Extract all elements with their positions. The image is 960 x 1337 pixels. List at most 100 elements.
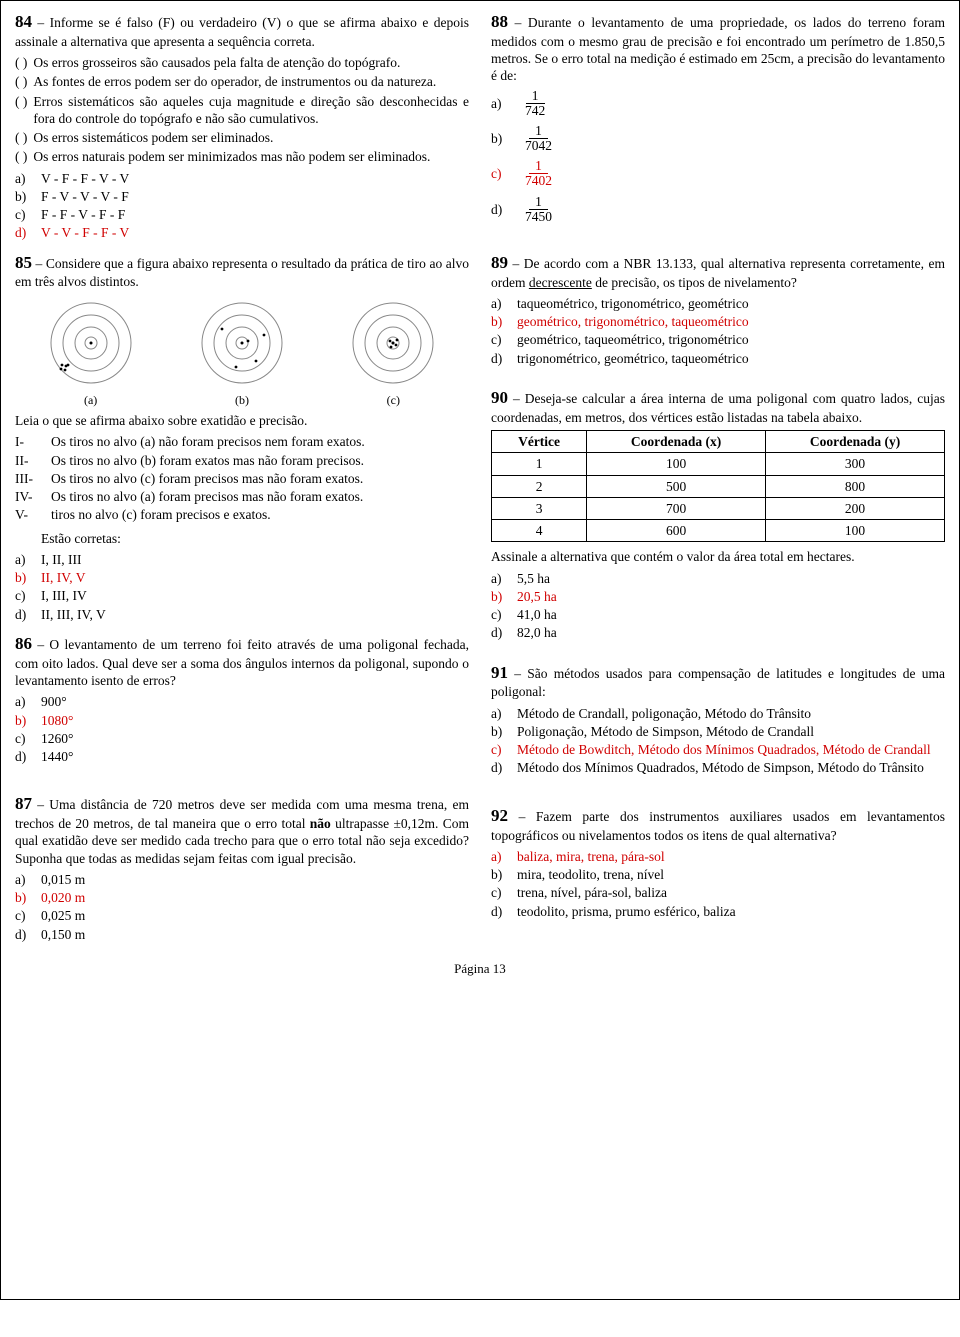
- q85-intro: 85 – Considere que a figura abaixo repre…: [15, 252, 469, 291]
- q86-intro: 86 – O levantamento de um terreno foi fe…: [15, 633, 469, 689]
- q90-option: a)5,5 ha: [491, 570, 945, 587]
- q89-option: d)trigonométrico, geométrico, taqueométr…: [491, 350, 945, 367]
- table-row: 3700200: [492, 497, 945, 519]
- q90-option-correct: b)20,5 ha: [491, 588, 945, 605]
- target-c-svg: [347, 297, 439, 389]
- q87-number: 87: [15, 794, 32, 813]
- q89-options: a)taqueométrico, trigonométrico, geométr…: [491, 295, 945, 367]
- q85-number: 85: [15, 253, 32, 272]
- q88-options: a) 1742 b) 17042 c) 17402 d) 17450: [491, 89, 945, 224]
- q85-romans: I-Os tiros no alvo (a) não foram preciso…: [15, 433, 469, 523]
- q85-option-correct: b)II, IV, V: [15, 569, 469, 586]
- target-a-svg: [45, 297, 137, 389]
- q89-number: 89: [491, 253, 508, 272]
- q90-table: Vértice Coordenada (x) Coordenada (y) 11…: [491, 430, 945, 542]
- q87-option-correct: b)0,020 m: [15, 889, 469, 906]
- table-header: Coordenada (x): [587, 431, 766, 453]
- q85-option: c)I, III, IV: [15, 587, 469, 604]
- q84-option: c)F - F - V - F - F: [15, 206, 469, 223]
- q85-roman: IV-Os tiros no alvo (a) foram precisos m…: [15, 488, 469, 505]
- table-header-row: Vértice Coordenada (x) Coordenada (y): [492, 431, 945, 453]
- q90-post: Assinale a alternativa que contém o valo…: [491, 548, 945, 565]
- q86-option: a)900°: [15, 693, 469, 710]
- q85-roman: III-Os tiros no alvo (c) foram precisos …: [15, 470, 469, 487]
- q91-intro: 91 – São métodos usados para compensação…: [491, 662, 945, 701]
- q92-option: d)teodolito, prisma, prumo esférico, bal…: [491, 903, 945, 920]
- target-c: (c): [347, 297, 439, 408]
- target-a: (a): [45, 297, 137, 408]
- q90-options: a)5,5 ha b)20,5 ha c)41,0 ha d)82,0 ha: [491, 570, 945, 642]
- q90-number: 90: [491, 388, 508, 407]
- q91-option-correct: c)Método de Bowditch, Método dos Mínimos…: [491, 741, 945, 758]
- q85-sub: Estão corretas:: [41, 530, 469, 547]
- table-row: 4600100: [492, 520, 945, 542]
- q88-option: d) 17450: [491, 195, 945, 224]
- q84-option: a)V - F - F - V - V: [15, 170, 469, 187]
- q89-option: c)geométrico, taqueométrico, trigonométr…: [491, 331, 945, 348]
- q92-option: b)mira, teodolito, trena, nível: [491, 866, 945, 883]
- q89-option: a)taqueométrico, trigonométrico, geométr…: [491, 295, 945, 312]
- q88-option: a) 1742: [491, 89, 945, 118]
- two-columns: 84 – Informe se é falso (F) ou verdadeir…: [15, 11, 945, 953]
- q91-option: a)Método de Crandall, poligonação, Métod…: [491, 705, 945, 722]
- q84-stmt: ( )Erros sistemáticos são aqueles cuja m…: [15, 93, 469, 128]
- q85-roman: II-Os tiros no alvo (b) foram exatos mas…: [15, 452, 469, 469]
- q88-option-correct: c) 17402: [491, 159, 945, 188]
- q91-option: d)Método dos Mínimos Quadrados, Método d…: [491, 759, 945, 776]
- q92-options: a)baliza, mira, trena, pára-sol b)mira, …: [491, 848, 945, 920]
- q87-intro: 87 – Uma distância de 720 metros deve se…: [15, 793, 469, 867]
- left-column: 84 – Informe se é falso (F) ou verdadeir…: [15, 11, 469, 953]
- q88-option: b) 17042: [491, 124, 945, 153]
- q85-figure: (a) (b) (c): [15, 297, 469, 408]
- q84-stmt: ( )As fontes de erros podem ser do opera…: [15, 73, 469, 90]
- q90-option: c)41,0 ha: [491, 606, 945, 623]
- q84-statements: ( )Os erros grosseiros são causados pela…: [15, 54, 469, 166]
- q84-options: a)V - F - F - V - V b)F - V - V - V - F …: [15, 170, 469, 242]
- q85-options: a)I, II, III b)II, IV, V c)I, III, IV d)…: [15, 551, 469, 623]
- q91-number: 91: [491, 663, 508, 682]
- table-row: 1100300: [492, 453, 945, 475]
- q91-option: b)Poligonação, Método de Simpson, Método…: [491, 723, 945, 740]
- target-b: (b): [196, 297, 288, 408]
- page-frame: 84 – Informe se é falso (F) ou verdadeir…: [0, 0, 960, 1300]
- q85-option: a)I, II, III: [15, 551, 469, 568]
- q90-option: d)82,0 ha: [491, 624, 945, 641]
- q84-number: 84: [15, 12, 32, 31]
- q84-stmt: ( )Os erros grosseiros são causados pela…: [15, 54, 469, 71]
- table-header: Coordenada (y): [766, 431, 945, 453]
- target-a-caption: (a): [84, 393, 97, 408]
- q84-stmt: ( )Os erros naturais podem ser minimizad…: [15, 148, 469, 165]
- target-b-svg: [196, 297, 288, 389]
- q85-roman: V-tiros no alvo (c) foram precisos e exa…: [15, 506, 469, 523]
- q92-number: 92: [491, 806, 508, 825]
- q86-options: a)900° b)1080° c)1260° d)1440°: [15, 693, 469, 765]
- q84-intro: 84 – Informe se é falso (F) ou verdadeir…: [15, 11, 469, 50]
- q84-option: b)F - V - V - V - F: [15, 188, 469, 205]
- fraction: 17402: [519, 159, 558, 188]
- q91-options: a)Método de Crandall, poligonação, Métod…: [491, 705, 945, 777]
- fraction: 1742: [519, 89, 551, 118]
- page-number: Página 13: [15, 961, 945, 978]
- table-header: Vértice: [492, 431, 587, 453]
- q87-option: d)0,150 m: [15, 926, 469, 943]
- table-row: 2500800: [492, 475, 945, 497]
- q89-intro: 89 – De acordo com a NBR 13.133, qual al…: [491, 252, 945, 291]
- q86-option: d)1440°: [15, 748, 469, 765]
- q90-intro: 90 – Deseja-se calcular a área interna d…: [491, 387, 945, 426]
- q88-number: 88: [491, 12, 508, 31]
- q85-option: d)II, III, IV, V: [15, 606, 469, 623]
- fraction: 17450: [519, 195, 558, 224]
- q92-intro: 92 – Fazem parte dos instrumentos auxili…: [491, 805, 945, 844]
- q85-roman: I-Os tiros no alvo (a) não foram preciso…: [15, 433, 469, 450]
- q88-intro: 88 – Durante o levantamento de uma propr…: [491, 11, 945, 85]
- target-b-caption: (b): [235, 393, 249, 408]
- q84-option-correct: d)V - V - F - F - V: [15, 224, 469, 241]
- q84-stmt: ( )Os erros sistemáticos podem ser elimi…: [15, 129, 469, 146]
- q87-option: a)0,015 m: [15, 871, 469, 888]
- q92-option: c)trena, nível, pára-sol, baliza: [491, 884, 945, 901]
- q86-option-correct: b)1080°: [15, 712, 469, 729]
- q92-option-correct: a)baliza, mira, trena, pára-sol: [491, 848, 945, 865]
- target-c-caption: (c): [387, 393, 400, 408]
- q87-option: c)0,025 m: [15, 907, 469, 924]
- q87-options: a)0,015 m b)0,020 m c)0,025 m d)0,150 m: [15, 871, 469, 943]
